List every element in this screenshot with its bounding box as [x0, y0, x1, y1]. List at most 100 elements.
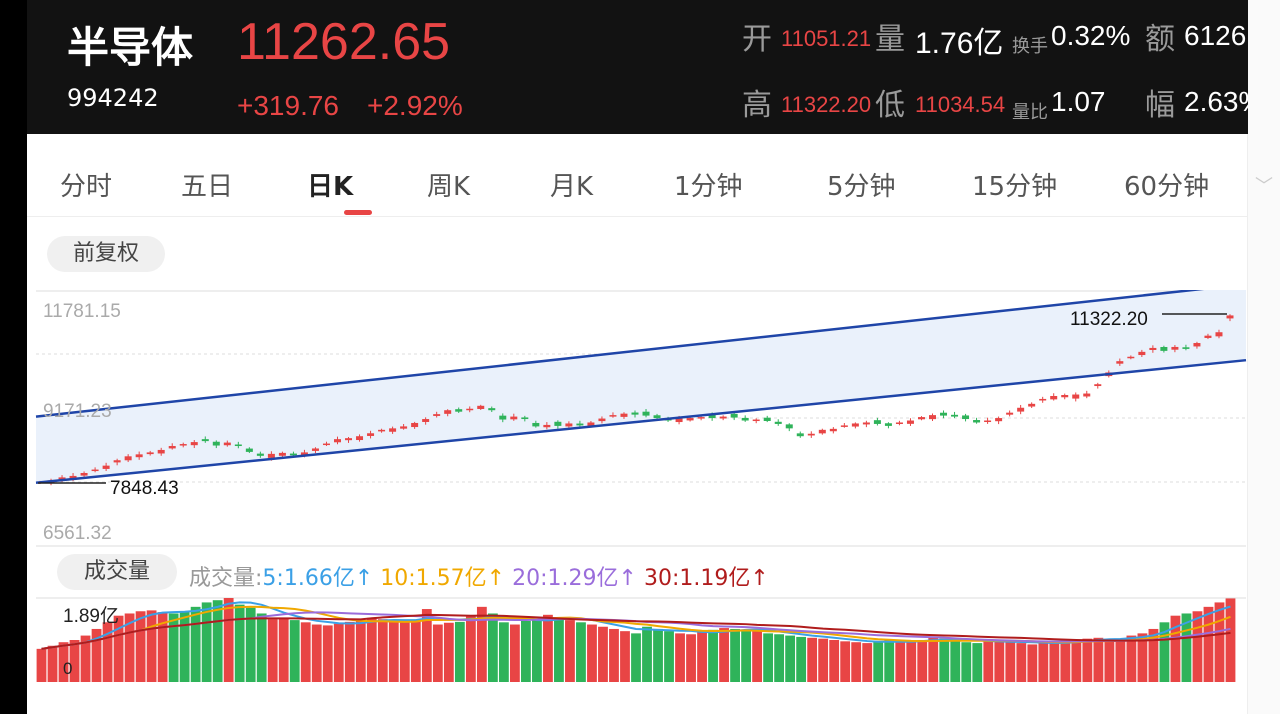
volume-bar	[487, 613, 498, 682]
volume-bar	[157, 612, 168, 682]
candle	[840, 425, 848, 427]
volume-bar	[1137, 633, 1148, 682]
candle	[245, 448, 253, 452]
candle	[1204, 335, 1212, 338]
volume-bar	[80, 635, 91, 682]
volume-bar	[300, 622, 311, 682]
tab-5min[interactable]: 5分钟	[827, 172, 896, 202]
chevron-down-icon[interactable]: ﹀	[1255, 176, 1273, 197]
volume-bar	[135, 611, 146, 682]
tab-daily-k[interactable]: 日K	[307, 172, 354, 202]
tab-monthly-k[interactable]: 月K	[550, 172, 594, 202]
candle	[300, 452, 308, 456]
index-name: 半导体	[67, 23, 194, 72]
candle	[1226, 315, 1234, 319]
volume-chart: 1.89亿 0	[36, 597, 1246, 682]
volume-bar	[1071, 640, 1082, 682]
volume-bar	[818, 638, 829, 682]
volume-bar	[267, 619, 278, 682]
high-label: 高	[742, 88, 772, 123]
volume-bar	[1192, 611, 1203, 682]
open-label: 开	[742, 22, 772, 57]
volume-bar	[939, 638, 950, 682]
volume-bar	[631, 633, 641, 682]
ma30-arrow-icon: ↑	[750, 566, 769, 591]
candle	[951, 414, 959, 417]
volume-bar	[554, 617, 564, 682]
candle	[411, 422, 419, 428]
candle	[631, 412, 639, 415]
ma5-arrow-icon: ↑	[354, 566, 374, 591]
volume-bar	[587, 624, 597, 682]
candle	[1050, 395, 1058, 400]
volume-bar	[278, 617, 289, 682]
volume-bar	[509, 624, 520, 682]
ma10-value: 10:1.57亿	[380, 566, 487, 591]
candle	[345, 438, 353, 441]
candle	[102, 465, 110, 469]
volume-bar	[212, 600, 223, 682]
tab-60min[interactable]: 60分钟	[1124, 172, 1210, 202]
volume-bar	[1104, 638, 1115, 682]
candle	[697, 417, 705, 419]
volume-bar	[961, 642, 972, 682]
volume-bar	[972, 643, 983, 682]
volume-bar	[653, 628, 663, 682]
candle	[466, 408, 474, 411]
candle	[906, 420, 914, 424]
volume-bar	[598, 626, 608, 682]
candle	[565, 423, 573, 427]
volume-bar	[146, 610, 157, 682]
channel-lower-line	[35, 358, 1247, 485]
candle	[708, 415, 716, 419]
volume-bar	[1214, 602, 1225, 682]
y-max-label: 11781.15	[43, 301, 121, 322]
open-value: 11051.21	[781, 26, 872, 51]
volume-bar	[124, 613, 135, 682]
candle	[400, 426, 408, 429]
candle	[91, 469, 99, 472]
candle	[1127, 356, 1135, 359]
tab-five-day[interactable]: 五日	[181, 172, 234, 202]
candle	[80, 472, 88, 476]
candle	[278, 452, 286, 456]
tab-weekly-k[interactable]: 周K	[427, 172, 471, 202]
candle	[256, 453, 264, 456]
volume-bar	[1093, 637, 1104, 682]
candle	[1149, 347, 1157, 350]
candle	[223, 442, 231, 446]
candle	[58, 477, 66, 480]
candle	[267, 453, 275, 458]
candle	[1006, 412, 1014, 415]
volume-legend: 成交量:5:1.66亿↑ 10:1.57亿↑ 20:1.29亿↑ 30:1.19…	[189, 560, 769, 592]
low-marker-label: 7848.43	[110, 478, 179, 499]
candle	[1017, 407, 1025, 412]
volume-bar	[366, 617, 377, 682]
candle	[774, 421, 782, 424]
candle	[322, 443, 330, 446]
candle	[289, 453, 297, 456]
tab-15min[interactable]: 15分钟	[972, 172, 1058, 202]
volume-indicator-button[interactable]: 成交量	[57, 554, 177, 590]
candle	[334, 439, 341, 443]
candles-group	[36, 314, 1234, 486]
volume-bar	[443, 622, 454, 682]
volume-bar	[234, 604, 245, 682]
adjust-mode-button[interactable]: 前复权	[47, 236, 165, 272]
volume-legend-title: 成交量:	[189, 566, 263, 591]
candle	[962, 415, 970, 420]
tab-intraday[interactable]: 分时	[60, 172, 113, 202]
candle	[422, 419, 430, 422]
tab-1min[interactable]: 1分钟	[674, 172, 743, 202]
candle	[917, 417, 925, 420]
volume-bar	[1225, 598, 1236, 682]
volume-bar	[36, 648, 47, 682]
volume-bar	[454, 621, 465, 682]
volume-bar	[476, 606, 487, 682]
candle	[554, 421, 562, 426]
volume-bar	[807, 637, 818, 682]
high-value: 11322.20	[781, 92, 872, 117]
volume-bar	[862, 643, 873, 682]
channel-upper-line	[35, 290, 1205, 418]
candle	[895, 422, 903, 424]
